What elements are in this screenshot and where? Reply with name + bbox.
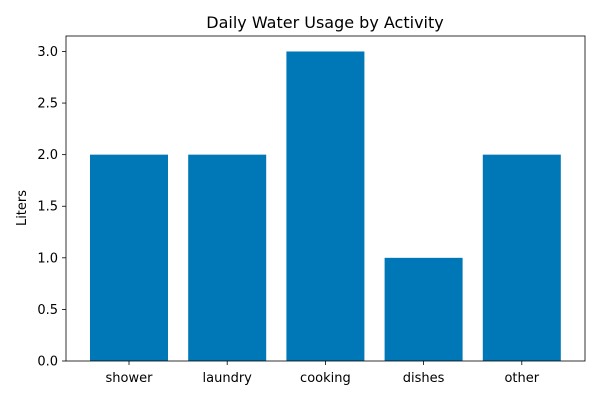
bar-dishes bbox=[384, 257, 463, 361]
bar-other bbox=[482, 154, 561, 361]
x-tick-label: other bbox=[504, 371, 539, 386]
y-tick-label: 2.5 bbox=[37, 97, 58, 112]
y-tick-label: 2.0 bbox=[37, 148, 58, 163]
chart-title: Daily Water Usage by Activity bbox=[206, 13, 443, 32]
y-tick-label: 1.5 bbox=[37, 200, 58, 215]
bar-cooking bbox=[286, 51, 365, 361]
y-tick-label: 0.0 bbox=[37, 355, 58, 370]
bars-layer bbox=[90, 51, 561, 361]
x-tick-label: shower bbox=[106, 371, 154, 386]
y-axis-label: Liters bbox=[15, 190, 30, 226]
ticks-layer: shower laundry cooking dishes other 0.0 0.5 1.0… bbox=[37, 45, 539, 386]
y-tick-label: 1.0 bbox=[37, 251, 58, 266]
x-tick-label: cooking bbox=[300, 371, 351, 386]
y-tick-label: 3.0 bbox=[37, 45, 58, 60]
bar-laundry bbox=[188, 154, 267, 361]
x-tick-label: dishes bbox=[403, 371, 445, 386]
y-tick-label: 0.5 bbox=[37, 303, 58, 318]
bar-shower bbox=[90, 154, 168, 361]
x-tick-label: laundry bbox=[203, 371, 253, 386]
